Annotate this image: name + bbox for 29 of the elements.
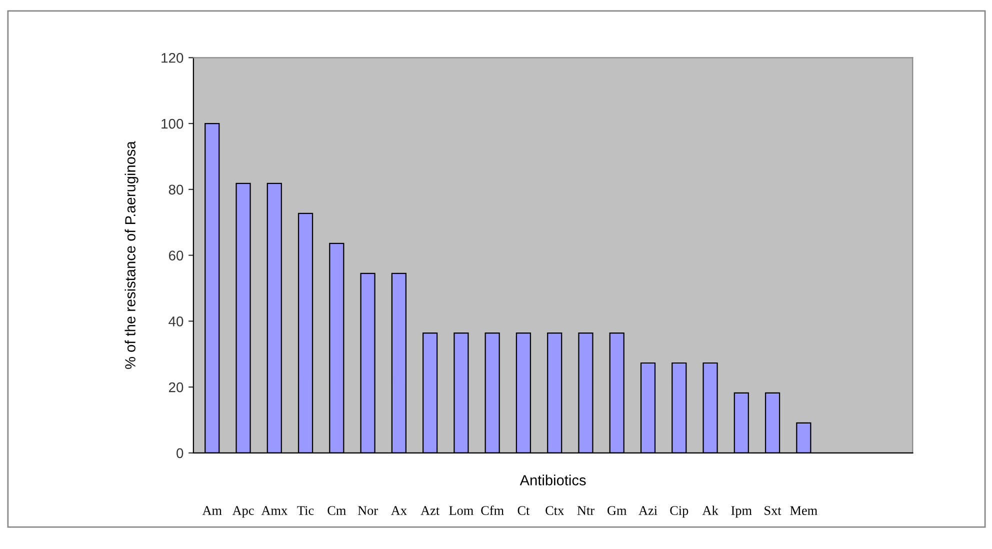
x-tick-label: Ntr [577, 506, 594, 515]
x-tick-label: Ax [390, 506, 407, 515]
x-tick-label: Azi [638, 506, 658, 515]
x-tick-label: Sxt [764, 506, 782, 515]
y-tick-label: 20 [168, 382, 184, 392]
x-tick-label: Cfm [481, 506, 504, 515]
x-tick-label: Ctx [546, 506, 564, 515]
x-tick-label: Ct [518, 506, 530, 515]
x-tick-label: Cm [328, 506, 346, 515]
x-tick-label: Am [202, 506, 222, 515]
y-tick-label: 0 [176, 448, 184, 458]
x-tick-label: Lom [449, 506, 474, 515]
x-tick-label: Cip [670, 506, 688, 518]
y-tick-label: 100 [162, 118, 184, 129]
x-tick-label: Nor [358, 506, 378, 515]
x-tick-label: Ipm [731, 506, 752, 518]
x-tick-label: Ak [702, 506, 718, 515]
x-tick-label: Apc [232, 506, 254, 518]
x-tick-label: Gm [608, 506, 627, 515]
x-axis-title: Antibiotics [520, 474, 586, 486]
y-tick-label: 60 [168, 250, 184, 260]
y-axis-title: % of the resistance of P.aeruginosa [124, 141, 138, 369]
y-tick-label: 120 [162, 52, 184, 63]
x-tick-label: Azt [420, 506, 440, 515]
y-tick-label: 40 [168, 316, 184, 326]
y-tick-label: 80 [168, 184, 184, 195]
x-tick-label: Amx [261, 506, 288, 515]
x-tick-label: Tic [297, 506, 314, 515]
x-tick-label: Mem [790, 506, 818, 515]
